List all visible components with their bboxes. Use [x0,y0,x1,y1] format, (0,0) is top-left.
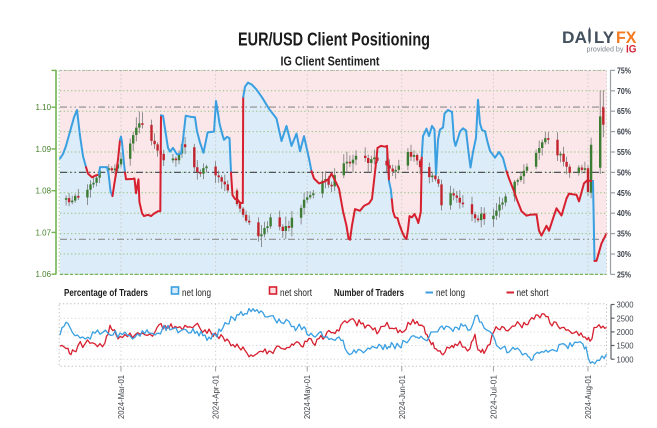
svg-text:50%: 50% [617,167,631,177]
svg-text:2024-Aug-01: 2024-Aug-01 [584,374,593,419]
svg-text:1000: 1000 [617,354,634,364]
svg-text:1.06: 1.06 [36,269,52,279]
svg-text:30%: 30% [617,249,631,259]
svg-text:60%: 60% [617,127,631,137]
svg-text:Percentage of Traders: Percentage of Traders [64,287,148,299]
svg-text:FX: FX [616,29,637,47]
svg-text:2024-Apr-01: 2024-Apr-01 [212,374,221,419]
svg-text:net short: net short [280,288,312,299]
svg-text:3000: 3000 [617,300,634,310]
svg-text:net long: net long [182,288,211,299]
svg-text:IG Client Sentiment: IG Client Sentiment [281,55,381,69]
svg-text:2500: 2500 [617,313,634,323]
svg-text:1.09: 1.09 [36,144,52,154]
svg-text:35%: 35% [617,229,631,239]
svg-text:Number of Traders: Number of Traders [334,287,404,299]
svg-text:DA: DA [562,29,587,47]
svg-text:25%: 25% [617,269,631,279]
svg-text:2024-Jul-01: 2024-Jul-01 [489,374,498,419]
svg-text:1.07: 1.07 [36,227,52,237]
svg-text:2000: 2000 [617,327,634,337]
svg-text:IG: IG [626,44,637,56]
svg-text:LY: LY [594,29,614,47]
svg-text:net long: net long [436,288,465,299]
svg-text:40%: 40% [617,208,631,218]
svg-text:70%: 70% [617,86,631,96]
svg-text:1.10: 1.10 [36,102,52,112]
svg-text:1.08: 1.08 [36,186,52,196]
svg-text:2024-Jun-01: 2024-Jun-01 [398,374,407,419]
svg-text:net short: net short [517,288,549,299]
svg-text:75%: 75% [617,65,631,75]
svg-text:provided by: provided by [587,45,624,54]
svg-text:55%: 55% [617,147,631,157]
svg-text:2024-May-01: 2024-May-01 [303,374,312,419]
svg-text:45%: 45% [617,188,631,198]
svg-text:65%: 65% [617,106,631,116]
svg-text:1500: 1500 [617,341,634,351]
svg-text:EUR/USD Client Positioning: EUR/USD Client Positioning [238,30,430,50]
svg-text:2024-Mar-01: 2024-Mar-01 [117,374,126,419]
